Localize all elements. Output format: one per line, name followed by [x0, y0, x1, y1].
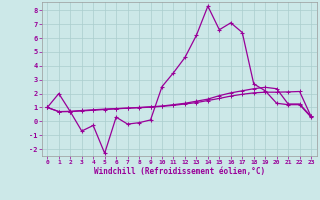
X-axis label: Windchill (Refroidissement éolien,°C): Windchill (Refroidissement éolien,°C)	[94, 167, 265, 176]
